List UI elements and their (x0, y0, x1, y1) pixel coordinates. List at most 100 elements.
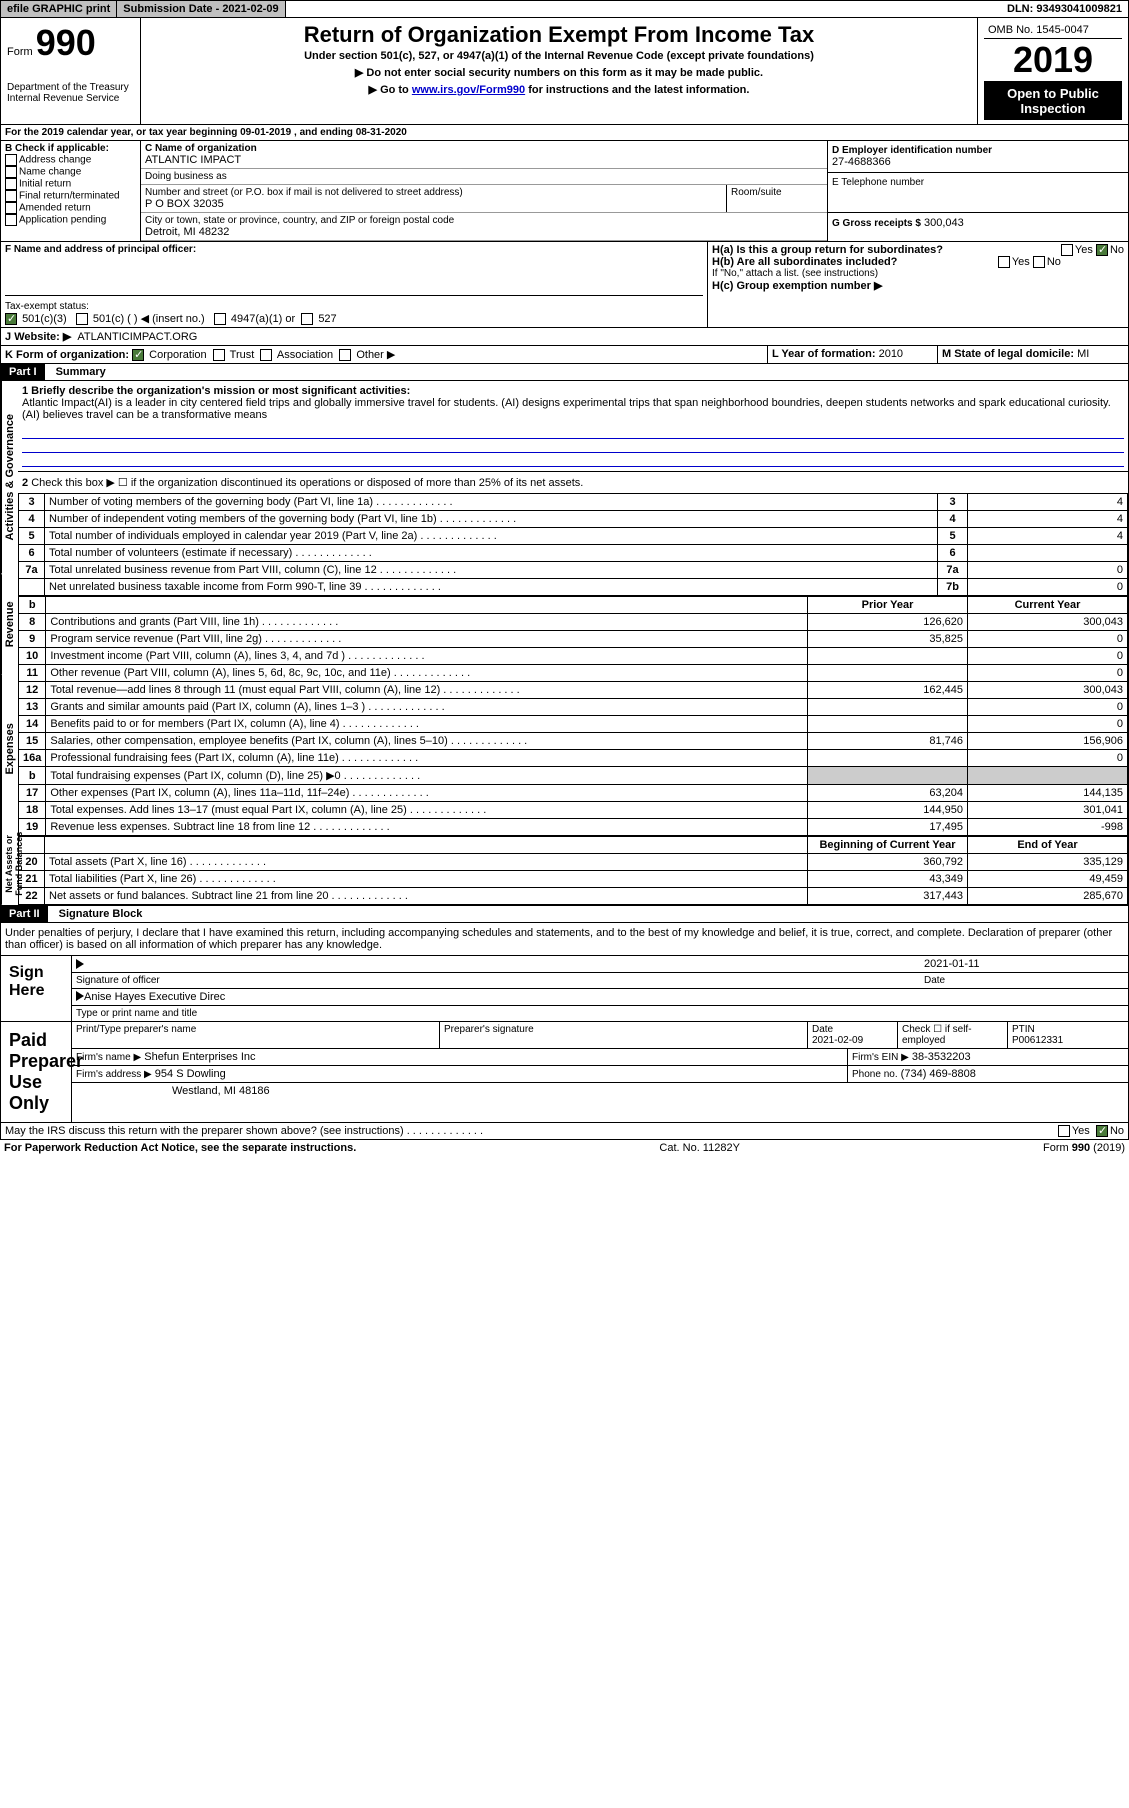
table-row: bTotal fundraising expenses (Part IX, co… (19, 767, 1128, 785)
table-row: 14Benefits paid to or for members (Part … (19, 716, 1128, 733)
firm-addr-label: Firm's address ▶ (76, 1069, 152, 1080)
sig-officer-label: Signature of officer (76, 975, 924, 986)
hb-note: If "No," attach a list. (see instruction… (712, 268, 1124, 279)
website-label: J Website: ▶ (5, 330, 71, 343)
opt-4947: 4947(a)(1) or (231, 313, 295, 325)
k-other[interactable] (339, 349, 351, 361)
city-label: City or town, state or province, country… (145, 215, 823, 226)
b-initial-return[interactable]: Initial return (5, 178, 136, 190)
hb-yes[interactable] (998, 256, 1010, 268)
sign-here-label: Sign Here (1, 956, 71, 1021)
website-row: J Website: ▶ ATLANTICIMPACT.ORG (0, 328, 1129, 346)
b-header: B Check if applicable: (5, 143, 136, 154)
table-row: 18Total expenses. Add lines 13–17 (must … (19, 802, 1128, 819)
summary-block: Activities & Governance Revenue Expenses… (0, 381, 1129, 906)
k-assoc[interactable] (260, 349, 272, 361)
sig-declaration: Under penalties of perjury, I declare th… (1, 923, 1128, 956)
firm-name-label: Firm's name ▶ (76, 1052, 141, 1063)
ha-yes[interactable] (1061, 244, 1073, 256)
check-501c[interactable] (76, 313, 88, 325)
city-value: Detroit, MI 48232 (145, 226, 823, 238)
b-final-return[interactable]: Final return/terminated (5, 190, 136, 202)
section-d: D Employer identification number 27-4688… (828, 141, 1128, 241)
omb-number: OMB No. 1545-0047 (984, 22, 1122, 39)
firm-ein: 38-3532203 (912, 1051, 971, 1063)
prep-name-label: Print/Type preparer's name (72, 1022, 440, 1048)
check-527[interactable] (301, 313, 313, 325)
irs-link[interactable]: www.irs.gov/Form990 (412, 84, 525, 96)
prep-date: 2021-02-09 (812, 1035, 863, 1046)
check-4947[interactable] (214, 313, 226, 325)
room-label: Room/suite (727, 185, 827, 212)
ptin-label: PTIN (1012, 1024, 1035, 1035)
firm-addr2: Westland, MI 48186 (72, 1083, 1128, 1099)
side-netassets: Net Assets or Fund Balances (1, 823, 18, 905)
signature-block: Under penalties of perjury, I declare th… (0, 923, 1129, 1123)
form-title: Return of Organization Exempt From Incom… (147, 22, 971, 48)
form-ref: Form 990 (2019) (1043, 1142, 1125, 1154)
discuss-no[interactable] (1096, 1125, 1108, 1137)
part2-label: Part II (1, 906, 48, 922)
f-label: F Name and address of principal officer: (5, 244, 703, 255)
sig-date-value: 2021-01-11 (924, 958, 1124, 970)
governance-table: 3Number of voting members of the governi… (18, 493, 1128, 596)
table-row: 9Program service revenue (Part VIII, lin… (19, 631, 1128, 648)
discuss-yes[interactable] (1058, 1125, 1070, 1137)
prep-date-label: Date (812, 1024, 833, 1035)
b-application-pending[interactable]: Application pending (5, 214, 136, 226)
tax-status-label: Tax-exempt status: (5, 301, 89, 312)
hb-no[interactable] (1033, 256, 1045, 268)
paperwork-notice: For Paperwork Reduction Act Notice, see … (4, 1142, 356, 1154)
check-501c3[interactable] (5, 313, 17, 325)
firm-addr1: 954 S Dowling (155, 1068, 226, 1080)
paid-preparer-label: Paid Preparer Use Only (1, 1022, 71, 1122)
efile-print-button[interactable]: efile GRAPHIC print (1, 1, 117, 17)
line2-text: 2 Check this box ▶ ☐ if the organization… (18, 472, 1128, 493)
phone-label: E Telephone number (832, 177, 1124, 188)
ha-no[interactable] (1096, 244, 1108, 256)
part1-title: Summary (56, 366, 106, 378)
prep-sig-label: Preparer's signature (440, 1022, 808, 1048)
table-row: 19Revenue less expenses. Subtract line 1… (19, 819, 1128, 836)
table-row: 7aTotal unrelated business revenue from … (19, 562, 1128, 579)
section-c: C Name of organization ATLANTIC IMPACT D… (141, 141, 828, 241)
line-a-text: For the 2019 calendar year, or tax year … (1, 125, 1128, 140)
addr-value: P O BOX 32035 (145, 198, 722, 210)
revenue-header-table: bPrior YearCurrent Year 8Contributions a… (18, 596, 1128, 836)
table-row: 13Grants and similar amounts paid (Part … (19, 699, 1128, 716)
section-b: B Check if applicable: Address change Na… (1, 141, 141, 241)
k-corp[interactable] (132, 349, 144, 361)
b-address-change[interactable]: Address change (5, 154, 136, 166)
line-a-row: For the 2019 calendar year, or tax year … (0, 125, 1129, 141)
ha-label: H(a) Is this a group return for subordin… (712, 244, 943, 256)
dept-treasury: Department of the Treasury Internal Reve… (7, 82, 134, 104)
submission-date-button[interactable]: Submission Date - 2021-02-09 (117, 1, 285, 17)
side-expenses: Expenses (1, 674, 18, 823)
name-arrow-icon (76, 991, 84, 1001)
table-row: 5Total number of individuals employed in… (19, 528, 1128, 545)
table-row: 12Total revenue—add lines 8 through 11 (… (19, 682, 1128, 699)
table-row: 20Total assets (Part X, line 16)360,7923… (19, 854, 1128, 871)
hb-label: H(b) Are all subordinates included? (712, 256, 897, 268)
hc-label: H(c) Group exemption number ▶ (712, 279, 1124, 292)
table-row: 8Contributions and grants (Part VIII, li… (19, 614, 1128, 631)
dln-label: DLN: 93493041009821 (1001, 1, 1128, 17)
firm-ein-label: Firm's EIN ▶ (852, 1052, 909, 1063)
part2-title: Signature Block (59, 908, 143, 920)
discuss-label: May the IRS discuss this return with the… (5, 1125, 404, 1137)
b-name-change[interactable]: Name change (5, 166, 136, 178)
b-amended-return[interactable]: Amended return (5, 202, 136, 214)
part2-header: Part II Signature Block (0, 906, 1129, 923)
form-id-block: Form 990 Department of the Treasury Inte… (1, 18, 141, 124)
k-trust[interactable] (213, 349, 225, 361)
opt-501c3: 501(c)(3) (22, 313, 67, 325)
note2-post: for instructions and the latest informat… (525, 84, 749, 96)
form-header: Form 990 Department of the Treasury Inte… (0, 18, 1129, 125)
org-name: ATLANTIC IMPACT (145, 154, 823, 166)
section-h: H(a) Is this a group return for subordin… (708, 242, 1128, 327)
side-revenue: Revenue (1, 574, 18, 674)
omb-column: OMB No. 1545-0047 2019 Open to Public In… (978, 18, 1128, 124)
c-name-label: C Name of organization (145, 143, 823, 154)
bcd-block: B Check if applicable: Address change Na… (0, 141, 1129, 242)
f-value (5, 255, 703, 295)
